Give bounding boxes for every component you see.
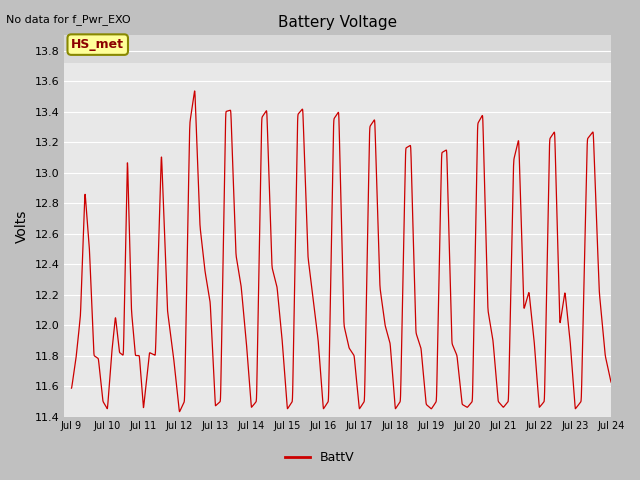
Legend: BattV: BattV <box>280 446 360 469</box>
Text: HS_met: HS_met <box>71 38 124 51</box>
Text: No data for f_Pwr_EXO: No data for f_Pwr_EXO <box>6 14 131 25</box>
Y-axis label: Volts: Volts <box>15 209 29 242</box>
Bar <box>64 36 611 63</box>
Title: Battery Voltage: Battery Voltage <box>278 15 397 30</box>
